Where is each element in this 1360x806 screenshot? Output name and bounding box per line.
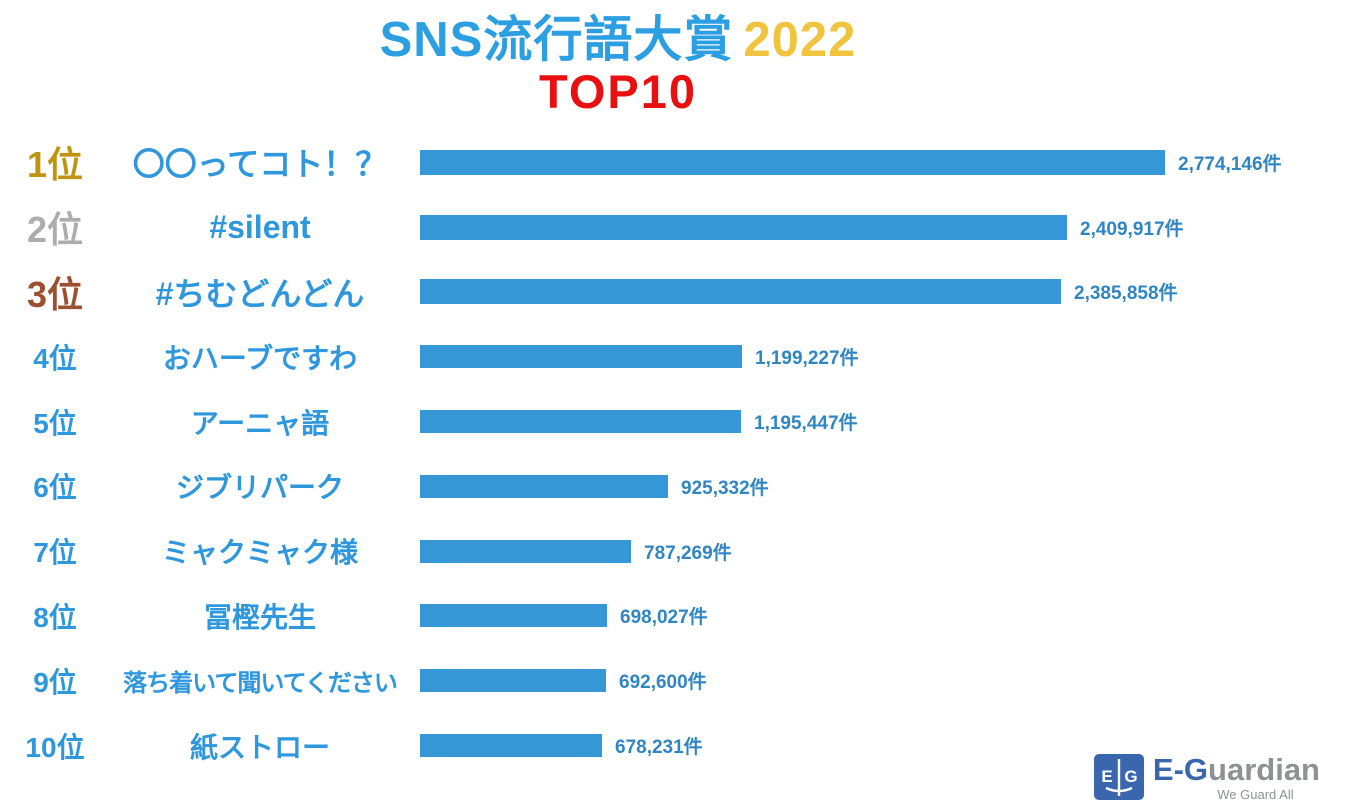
bar-area: 692,600件 [420, 667, 1360, 694]
brand-gray-part: uardian [1208, 752, 1320, 787]
brand-blue-part: E-G [1152, 752, 1209, 787]
bar-area: 678,231件 [420, 732, 1360, 759]
chart-row: 5位 アーニャ語 1,195,447件 [0, 389, 1360, 454]
rank-label: 7位 [33, 537, 77, 569]
value-label: 678,231件 [615, 737, 703, 759]
chart-row: 10位 紙ストロー 678,231件 [0, 713, 1360, 778]
bar-area: 787,269件 [420, 538, 1360, 565]
eguardian-brand-name: E-Guardian [1153, 754, 1320, 785]
term-label: アーニャ語 [190, 407, 330, 439]
value-label: 787,269件 [644, 542, 732, 564]
rank-label: 10位 [25, 731, 85, 763]
eguardian-logo: E G E-Guardian We Guard All [1093, 754, 1320, 802]
value-label: 1,195,447件 [754, 413, 858, 435]
eguardian-logo-mark-icon: E G [1093, 754, 1144, 800]
rank-label: 6位 [33, 472, 77, 504]
bar [420, 214, 1067, 240]
value-label: 925,332件 [681, 477, 769, 499]
chart-row: 2位 #silent 2,409,917件 [0, 195, 1360, 260]
chart-title-year: 2022 [743, 13, 857, 67]
term-label: 〇〇ってコト！？ [132, 146, 388, 183]
bar [420, 149, 1165, 175]
chart-row: 3位 #ちむどんどん 2,385,858件 [0, 260, 1360, 325]
chart-subtitle: TOP10 [538, 64, 698, 118]
term-label: #silent [209, 208, 311, 245]
rank-label: 9位 [33, 666, 77, 698]
rank-label: 5位 [33, 407, 77, 439]
chart-row: 7位 ミャクミャク様 787,269件 [0, 519, 1360, 584]
bar [420, 474, 668, 498]
bar-area: 2,774,146件 [420, 149, 1360, 176]
rank-label: 2位 [26, 209, 84, 251]
value-label: 2,409,917件 [1080, 218, 1184, 240]
term-label: おハーブですわ [162, 342, 358, 374]
bar-area: 1,195,447件 [420, 408, 1360, 435]
term-label: #ちむどんどん [155, 275, 365, 312]
bar-area: 2,385,858件 [420, 278, 1360, 305]
chart-row: 1位 〇〇ってコト！？ 2,774,146件 [0, 130, 1360, 195]
eguardian-tagline: We Guard All [1217, 787, 1294, 802]
bar [420, 669, 606, 693]
chart-title-block: SNS流行語大賞 2022 TOP10 [0, 0, 1298, 118]
rank-label: 4位 [33, 342, 77, 374]
value-label: 692,600件 [619, 672, 707, 694]
chart-title-main: SNS流行語大賞 [379, 13, 734, 67]
svg-text:E: E [1101, 767, 1112, 786]
value-label: 2,774,146件 [1178, 153, 1282, 175]
bar [420, 734, 602, 758]
term-label: 落ち着いて聞いてください [123, 670, 398, 698]
bar-area: 1,199,227件 [420, 343, 1360, 370]
chart-row: 8位 冨樫先生 698,027件 [0, 584, 1360, 649]
chart-row: 4位 おハーブですわ 1,199,227件 [0, 324, 1360, 389]
term-label: ジブリパーク [175, 472, 344, 504]
bar-area: 2,409,917件 [420, 214, 1360, 241]
term-label: ミャクミャク様 [161, 537, 358, 569]
rank-label: 8位 [33, 601, 77, 633]
bar-area: 925,332件 [420, 473, 1360, 500]
bar [420, 345, 742, 369]
value-label: 2,385,858件 [1074, 283, 1178, 305]
value-label: 1,199,227件 [755, 348, 859, 370]
chart-title: SNS流行語大賞 2022 [0, 14, 1298, 67]
chart-row: 6位 ジブリパーク 925,332件 [0, 454, 1360, 519]
rank-label: 3位 [26, 273, 84, 315]
chart-row: 9位 落ち着いて聞いてください 692,600件 [0, 648, 1360, 713]
chart-rows: 1位 〇〇ってコト！？ 2,774,146件 2位 #silent 2,409,… [0, 130, 1360, 778]
bar-area: 698,027件 [420, 602, 1360, 629]
rank-label: 1位 [26, 144, 84, 186]
bar [420, 604, 607, 628]
eguardian-logo-text: E-Guardian We Guard All [1153, 754, 1320, 802]
bar [420, 279, 1061, 305]
bar [420, 410, 741, 434]
value-label: 698,027件 [620, 607, 708, 629]
svg-text:G: G [1124, 767, 1137, 786]
bar [420, 539, 631, 563]
term-label: 紙ストロー [189, 731, 330, 763]
term-label: 冨樫先生 [203, 601, 316, 633]
